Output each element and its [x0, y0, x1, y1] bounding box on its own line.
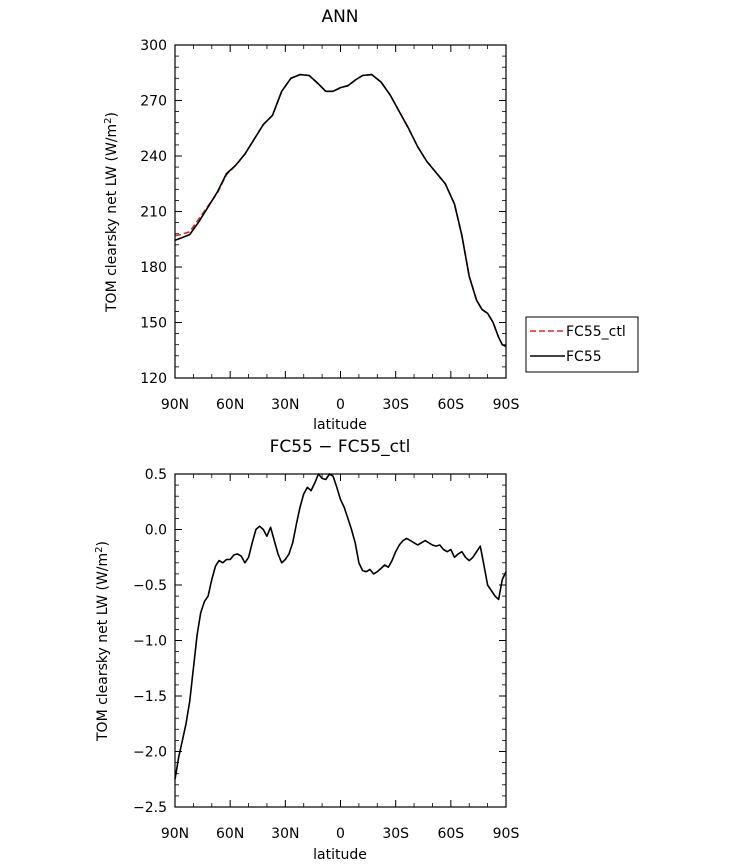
x-tick-label: 60S	[437, 826, 464, 842]
top-ticks-layer: 120 150 180 210 240 270 300 90N 60N 30N 0 30S 60S 90S	[140, 38, 519, 413]
y-tick-label: 240	[140, 149, 167, 165]
panel-bottom: FC55 − FC55_ctl −2.5 −2.0 −1.5 −1.0 −0.5 0.0 0…	[94, 437, 519, 863]
y-tick-label: 210	[140, 205, 167, 221]
bottom-series-layer	[174, 473, 507, 780]
legend-box	[525, 316, 639, 373]
x-tick-label: 90S	[493, 826, 520, 842]
x-axis-label: latitude	[313, 847, 367, 863]
y-axis-label-close: )	[95, 541, 111, 546]
y-tick-label: 120	[140, 371, 167, 387]
y-axis-label-superscript: 2	[103, 117, 114, 123]
x-tick-label: 0	[336, 826, 345, 842]
bottom-ticks-layer: −2.5 −2.0 −1.5 −1.0 −0.5 0.0 0.5 90N 60N 30N 0 30S 6…	[133, 467, 519, 842]
y-axis-label-close: )	[104, 112, 120, 117]
x-tick-label: 90N	[161, 397, 189, 413]
x-tick-label: 30N	[271, 397, 299, 413]
chart-title: ANN	[321, 7, 358, 27]
y-axis-label-main: TOM clearsky net LW (W/m	[104, 124, 120, 313]
x-tick-label: 30N	[271, 826, 299, 842]
x-tick-label: 0	[336, 397, 345, 413]
chart-title: FC55 − FC55_ctl	[270, 437, 411, 457]
legend: FC55_ctl FC55	[525, 316, 639, 373]
x-tick-label: 30S	[382, 826, 409, 842]
y-tick-label: 0.0	[145, 523, 167, 539]
y-tick-label: 150	[140, 316, 167, 332]
y-tick-label: −2.5	[133, 800, 167, 816]
y-tick-label: 0.5	[145, 467, 167, 483]
x-tick-label: 60N	[216, 397, 244, 413]
series-line-fc55	[174, 73, 507, 348]
series-line-difference-0	[174, 473, 507, 780]
y-tick-label: −1.0	[133, 634, 167, 650]
y-tick-label: 270	[140, 94, 167, 110]
y-axis-label: TOM clearsky net LW (W/m2)	[94, 541, 111, 742]
x-tick-label: 90N	[161, 826, 189, 842]
legend-label-fc55-ctl: FC55_ctl	[566, 324, 626, 340]
x-tick-label: 90S	[493, 397, 520, 413]
x-tick-label: 60S	[437, 397, 464, 413]
legend-label-fc55: FC55	[566, 349, 602, 365]
y-axis-label-main: TOM clearsky net LW (W/m	[95, 553, 111, 742]
y-tick-label: 180	[140, 260, 167, 276]
y-tick-label: −0.5	[133, 578, 167, 594]
y-tick-label: −1.5	[133, 689, 167, 705]
y-tick-label: −2.0	[133, 745, 167, 761]
y-axis-label: TOM clearsky net LW (W/m2)	[103, 112, 120, 313]
x-tick-label: 30S	[382, 397, 409, 413]
x-axis-label: latitude	[313, 417, 367, 433]
top-series-layer	[174, 73, 507, 348]
x-tick-label: 60N	[216, 826, 244, 842]
plot-frame	[174, 473, 507, 808]
y-tick-label: 300	[140, 38, 167, 54]
y-axis-label-superscript: 2	[94, 546, 105, 552]
panel-top: ANN 120 150 180 210 240 270 300 90N 60N 30N 0 30S 60…	[103, 7, 639, 433]
